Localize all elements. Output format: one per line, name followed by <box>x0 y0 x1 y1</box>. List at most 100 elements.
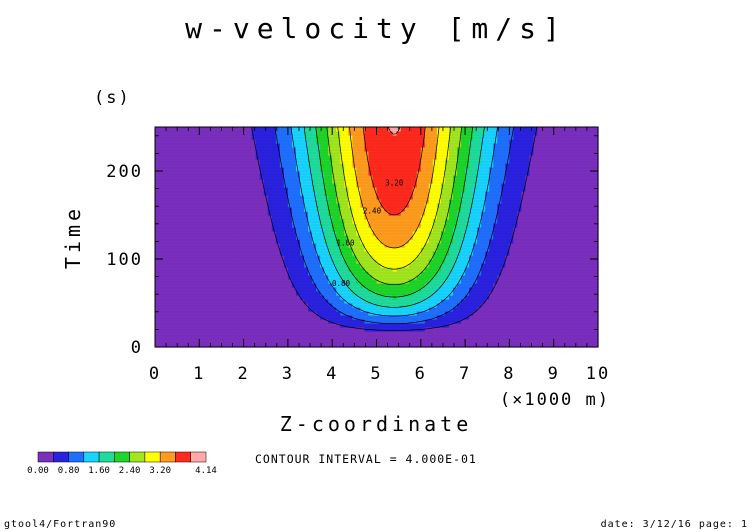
field-cell <box>497 267 502 272</box>
field-cell <box>175 251 180 256</box>
field-cell <box>332 219 337 224</box>
field-cell <box>291 243 297 248</box>
field-cell <box>279 171 285 176</box>
field-cell <box>493 227 498 232</box>
field-cell <box>155 307 160 312</box>
field-cell <box>247 159 253 164</box>
field-cell <box>432 291 438 296</box>
field-cell <box>211 199 217 204</box>
field-cell <box>340 263 345 268</box>
field-cell <box>324 327 329 332</box>
field-cell <box>505 275 510 280</box>
field-cell <box>517 175 523 180</box>
field-cell <box>408 223 414 228</box>
field-cell <box>477 207 482 212</box>
field-cell <box>195 195 200 200</box>
field-cell <box>211 331 217 336</box>
field-cell <box>171 335 176 340</box>
field-cell <box>167 143 172 148</box>
field-cell <box>227 207 233 212</box>
field-cell <box>380 303 386 308</box>
field-cell <box>179 315 184 320</box>
field-cell <box>412 135 418 140</box>
field-cell <box>195 171 200 176</box>
field-cell <box>501 251 506 256</box>
field-cell <box>408 211 414 216</box>
field-cell <box>275 179 281 184</box>
field-cell <box>376 215 382 220</box>
field-cell <box>271 183 277 188</box>
field-cell <box>231 147 237 152</box>
field-cell <box>295 211 301 216</box>
field-cell <box>320 155 325 160</box>
field-cell <box>384 335 390 340</box>
field-cell <box>203 247 208 252</box>
field-cell <box>336 291 341 296</box>
field-cell <box>453 203 458 208</box>
field-cell <box>436 251 442 256</box>
field-cell <box>400 179 406 184</box>
field-cell <box>239 139 245 144</box>
field-cell <box>493 199 498 204</box>
field-cell <box>493 263 498 268</box>
field-cell <box>416 251 422 256</box>
field-cell <box>336 139 341 144</box>
field-cell <box>275 215 281 220</box>
field-cell <box>199 235 204 240</box>
field-cell <box>191 251 196 256</box>
field-cell <box>436 139 442 144</box>
field-cell <box>485 231 490 236</box>
field-cell <box>211 151 217 156</box>
field-cell <box>203 279 208 284</box>
field-cell <box>271 203 277 208</box>
field-cell <box>211 307 217 312</box>
field-cell <box>448 175 454 180</box>
field-cell <box>424 147 430 152</box>
field-cell <box>457 291 462 296</box>
field-cell <box>324 175 329 180</box>
field-cell <box>211 219 217 224</box>
field-cell <box>207 339 212 344</box>
field-cell <box>440 311 446 316</box>
field-cell <box>461 247 466 252</box>
field-cell <box>436 275 442 280</box>
field-cell <box>432 179 438 184</box>
field-cell <box>372 179 378 184</box>
field-cell <box>436 239 442 244</box>
field-cell <box>396 219 402 224</box>
field-cell <box>509 307 515 312</box>
field-cell <box>320 179 325 184</box>
field-cell <box>360 135 366 140</box>
field-cell <box>291 295 297 300</box>
field-cell <box>412 267 418 272</box>
field-cell <box>489 255 494 260</box>
field-cell <box>501 259 506 264</box>
field-cell <box>509 287 515 292</box>
field-cell <box>376 299 382 304</box>
field-cell <box>465 247 470 252</box>
field-cell <box>223 195 229 200</box>
field-cell <box>388 323 394 328</box>
field-cell <box>489 311 494 316</box>
field-cell <box>299 171 305 176</box>
field-cell <box>448 231 454 236</box>
field-cell <box>444 307 450 312</box>
field-cell <box>388 191 394 196</box>
field-cell <box>159 167 164 172</box>
field-cell <box>211 339 217 344</box>
field-cell <box>444 339 450 344</box>
field-cell <box>199 187 204 192</box>
field-cell <box>275 283 281 288</box>
field-cell <box>408 207 414 212</box>
field-cell <box>424 247 430 252</box>
field-cell <box>227 135 233 140</box>
field-cell <box>304 319 309 324</box>
field-cell <box>239 143 245 148</box>
field-cell <box>187 243 192 248</box>
field-cell <box>372 195 378 200</box>
field-cell <box>167 251 172 256</box>
field-cell <box>376 231 382 236</box>
field-cell <box>271 135 277 140</box>
field-cell <box>436 179 442 184</box>
field-cell <box>497 235 502 240</box>
